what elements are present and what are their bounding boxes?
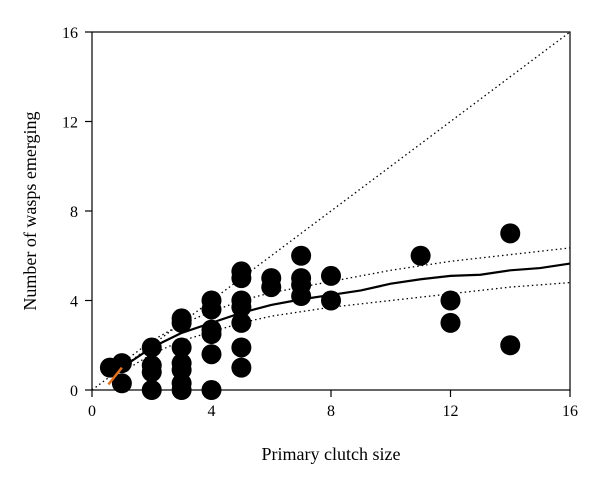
- axis-ticks: 0 4 8 12 16 0 4 8 12 16: [62, 25, 578, 420]
- orange-segment: [107, 366, 123, 386]
- data-point: [261, 277, 282, 298]
- data-point: [171, 337, 192, 358]
- data-point: [231, 268, 252, 289]
- x-tick-label: 0: [88, 403, 96, 420]
- data-point: [291, 286, 312, 307]
- data-point: [201, 324, 222, 345]
- y-tick-label: 8: [70, 204, 78, 221]
- y-tick-label: 0: [70, 383, 78, 400]
- series-lines: [91, 31, 571, 391]
- data-point: [410, 245, 431, 266]
- y-tick-label: 12: [62, 115, 78, 132]
- data-point: [201, 299, 222, 320]
- plot-area: 0 4 8 12 16 0 4 8 12 16: [62, 25, 578, 420]
- data-point: [231, 337, 252, 358]
- y-tick-label: 4: [70, 294, 78, 311]
- plot-frame: [91, 31, 571, 391]
- data-point: [231, 357, 252, 378]
- data-points: [99, 223, 521, 400]
- data-point: [231, 297, 252, 318]
- x-tick-label: 4: [208, 403, 216, 420]
- data-point: [321, 265, 341, 286]
- data-point: [440, 312, 461, 333]
- data-point: [141, 337, 162, 358]
- identity-line: [91, 31, 571, 391]
- data-point: [440, 290, 461, 311]
- data-point: [500, 223, 521, 244]
- x-tick-label: 8: [327, 403, 335, 420]
- data-point: [201, 344, 222, 365]
- data-point: [141, 362, 162, 383]
- fitted-line: [121, 262, 571, 369]
- data-point: [141, 380, 162, 400]
- y-axis-label: Number of wasps emerging: [20, 111, 40, 310]
- x-tick-label: 16: [562, 403, 578, 420]
- data-point: [111, 373, 132, 394]
- y-tick-label: 16: [62, 25, 78, 42]
- data-point: [500, 335, 521, 356]
- data-point: [171, 380, 192, 400]
- data-point: [171, 312, 192, 333]
- data-point: [111, 353, 132, 374]
- x-tick-label: 12: [443, 403, 459, 420]
- data-point: [321, 290, 341, 311]
- axis-labels: Primary clutch size Number of wasps emer…: [20, 111, 400, 464]
- x-axis-label: Primary clutch size: [262, 444, 401, 464]
- data-point: [201, 380, 222, 400]
- data-point: [231, 312, 252, 333]
- data-point: [291, 245, 312, 266]
